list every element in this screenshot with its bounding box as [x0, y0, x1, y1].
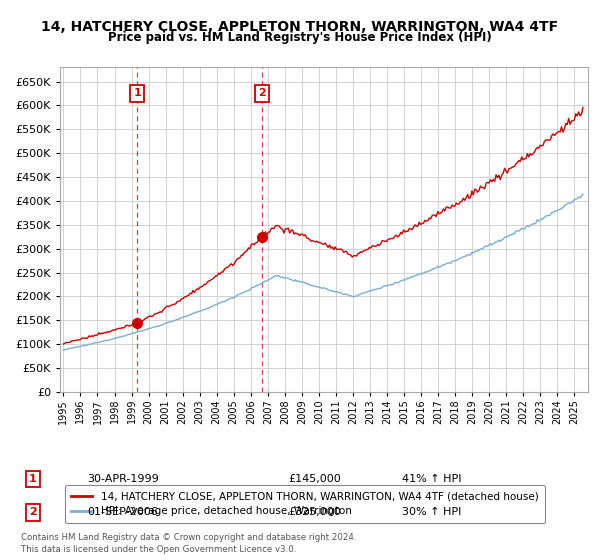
Text: 1: 1 — [133, 88, 141, 99]
Text: Price paid vs. HM Land Registry's House Price Index (HPI): Price paid vs. HM Land Registry's House … — [108, 31, 492, 44]
Text: 41% ↑ HPI: 41% ↑ HPI — [402, 474, 461, 484]
Text: Contains HM Land Registry data © Crown copyright and database right 2024.: Contains HM Land Registry data © Crown c… — [21, 533, 356, 542]
Text: This data is licensed under the Open Government Licence v3.0.: This data is licensed under the Open Gov… — [21, 545, 296, 554]
Text: £325,000: £325,000 — [288, 507, 341, 517]
Text: 2: 2 — [29, 507, 37, 517]
Text: 30-APR-1999: 30-APR-1999 — [87, 474, 159, 484]
Text: 30% ↑ HPI: 30% ↑ HPI — [402, 507, 461, 517]
Text: £145,000: £145,000 — [288, 474, 341, 484]
Text: 14, HATCHERY CLOSE, APPLETON THORN, WARRINGTON, WA4 4TF: 14, HATCHERY CLOSE, APPLETON THORN, WARR… — [41, 20, 559, 34]
Text: 1: 1 — [29, 474, 37, 484]
Legend: 14, HATCHERY CLOSE, APPLETON THORN, WARRINGTON, WA4 4TF (detached house), HPI: A: 14, HATCHERY CLOSE, APPLETON THORN, WARR… — [65, 485, 545, 522]
Text: 2: 2 — [258, 88, 266, 99]
Text: 01-SEP-2006: 01-SEP-2006 — [87, 507, 158, 517]
